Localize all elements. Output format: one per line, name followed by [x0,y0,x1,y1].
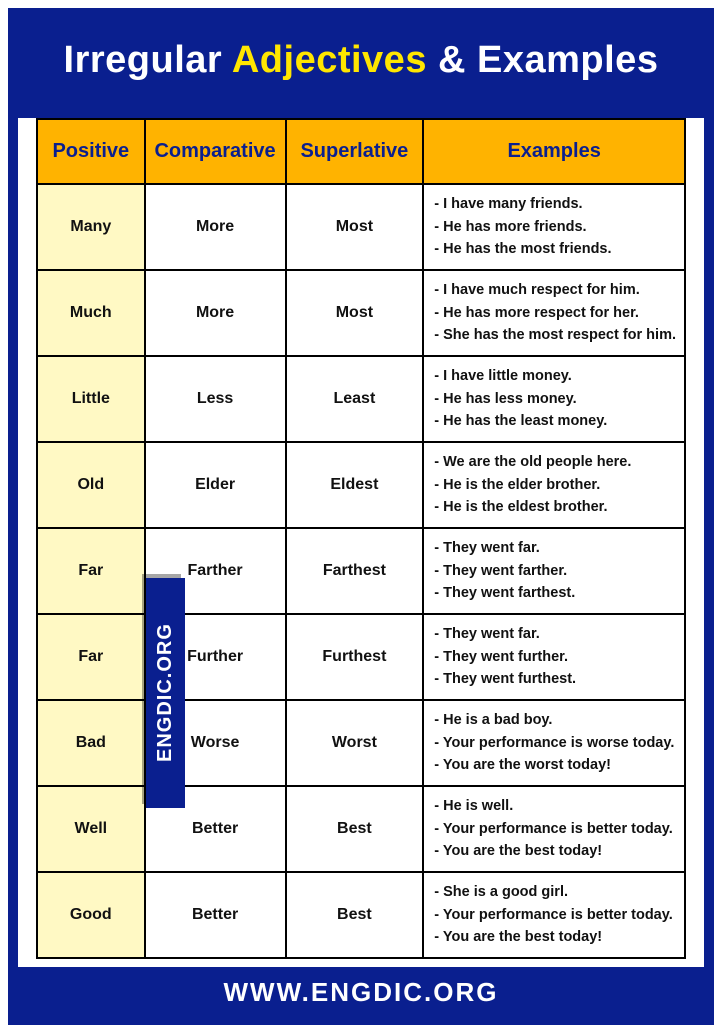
cell-superlative: Most [286,270,424,356]
example-line: - We are the old people here. [434,451,676,473]
table-row: BadWorseWorst- He is a bad boy.- Your pe… [37,700,685,786]
cell-examples: - They went far.- They went further.- Th… [423,614,685,700]
table-row: ManyMoreMost- I have many friends.- He h… [37,184,685,270]
example-line: - Your performance is better today. [434,904,676,926]
example-line: - She is a good girl. [434,881,676,903]
cell-examples: - I have much respect for him.- He has m… [423,270,685,356]
title-part2: & Examples [438,39,658,81]
example-line: - They went far. [434,537,676,559]
table-row: MuchMoreMost- I have much respect for hi… [37,270,685,356]
example-line: - He has less money. [434,388,676,410]
col-positive: Positive [37,119,145,184]
cell-positive: Old [37,442,145,528]
example-line: - They went further. [434,646,676,668]
example-line: - He is well. [434,795,676,817]
example-line: - He is the elder brother. [434,474,676,496]
watermark-badge: ENGDIC.ORG [146,578,185,808]
example-line: - He has more respect for her. [434,302,676,324]
title-bar: Irregular Adjectives & Examples [18,18,704,118]
table-row: WellBetterBest- He is well.- Your perfor… [37,786,685,872]
cell-positive: Far [37,614,145,700]
cell-examples: - I have little money.- He has less mone… [423,356,685,442]
example-line: - He has the least money. [434,410,676,432]
cell-superlative: Furthest [286,614,424,700]
cell-comparative: Less [145,356,286,442]
cell-positive: Much [37,270,145,356]
cell-examples: - We are the old people here.- He is the… [423,442,685,528]
table-header-row: Positive Comparative Superlative Example… [37,119,685,184]
example-line: - You are the best today! [434,926,676,948]
cell-superlative: Most [286,184,424,270]
example-line: - They went far. [434,623,676,645]
table-row: OldElderEldest- We are the old people he… [37,442,685,528]
cell-positive: Bad [37,700,145,786]
cell-comparative: Better [145,872,286,958]
cell-superlative: Eldest [286,442,424,528]
cell-positive: Good [37,872,145,958]
cell-comparative: More [145,184,286,270]
example-line: - You are the best today! [434,840,676,862]
cell-positive: Little [37,356,145,442]
example-line: - Your performance is better today. [434,818,676,840]
col-superlative: Superlative [286,119,424,184]
example-line: - I have many friends. [434,193,676,215]
example-line: - I have little money. [434,365,676,387]
table-row: FarFartherFarthest- They went far.- They… [37,528,685,614]
example-line: - Your performance is worse today. [434,732,676,754]
cell-superlative: Farthest [286,528,424,614]
title-accent: Adjectives [232,39,427,81]
example-line: - He is a bad boy. [434,709,676,731]
example-line: - He has more friends. [434,216,676,238]
col-comparative: Comparative [145,119,286,184]
title-part1: Irregular [64,39,223,81]
example-line: - I have much respect for him. [434,279,676,301]
cell-superlative: Best [286,872,424,958]
cell-examples: - They went far.- They went farther.- Th… [423,528,685,614]
col-examples: Examples [423,119,685,184]
footer-link: WWW.ENGDIC.ORG [18,967,704,1016]
cell-examples: - He is well.- Your performance is bette… [423,786,685,872]
example-line: - She has the most respect for him. [434,324,676,346]
cell-comparative: Elder [145,442,286,528]
example-line: - They went farther. [434,560,676,582]
cell-superlative: Worst [286,700,424,786]
cell-comparative: More [145,270,286,356]
cell-superlative: Least [286,356,424,442]
table-row: FarFurtherFurthest- They went far.- They… [37,614,685,700]
cell-examples: - I have many friends.- He has more frie… [423,184,685,270]
cell-examples: - She is a good girl.- Your performance … [423,872,685,958]
table-row: LittleLessLeast- I have little money.- H… [37,356,685,442]
example-line: - He is the eldest brother. [434,496,676,518]
cell-positive: Far [37,528,145,614]
example-line: - You are the worst today! [434,754,676,776]
adjectives-table: Positive Comparative Superlative Example… [36,118,686,959]
example-line: - They went furthest. [434,668,676,690]
table-body: ManyMoreMost- I have many friends.- He h… [37,184,685,958]
table-row: GoodBetterBest- She is a good girl.- You… [37,872,685,958]
content-frame: Irregular Adjectives & Examples Positive… [8,8,714,1025]
cell-superlative: Best [286,786,424,872]
page-title: Irregular Adjectives & Examples [28,40,694,82]
cell-positive: Many [37,184,145,270]
cell-positive: Well [37,786,145,872]
cell-examples: - He is a bad boy.- Your performance is … [423,700,685,786]
page-container: Irregular Adjectives & Examples Positive… [0,0,722,1033]
example-line: - He has the most friends. [434,238,676,260]
example-line: - They went farthest. [434,582,676,604]
